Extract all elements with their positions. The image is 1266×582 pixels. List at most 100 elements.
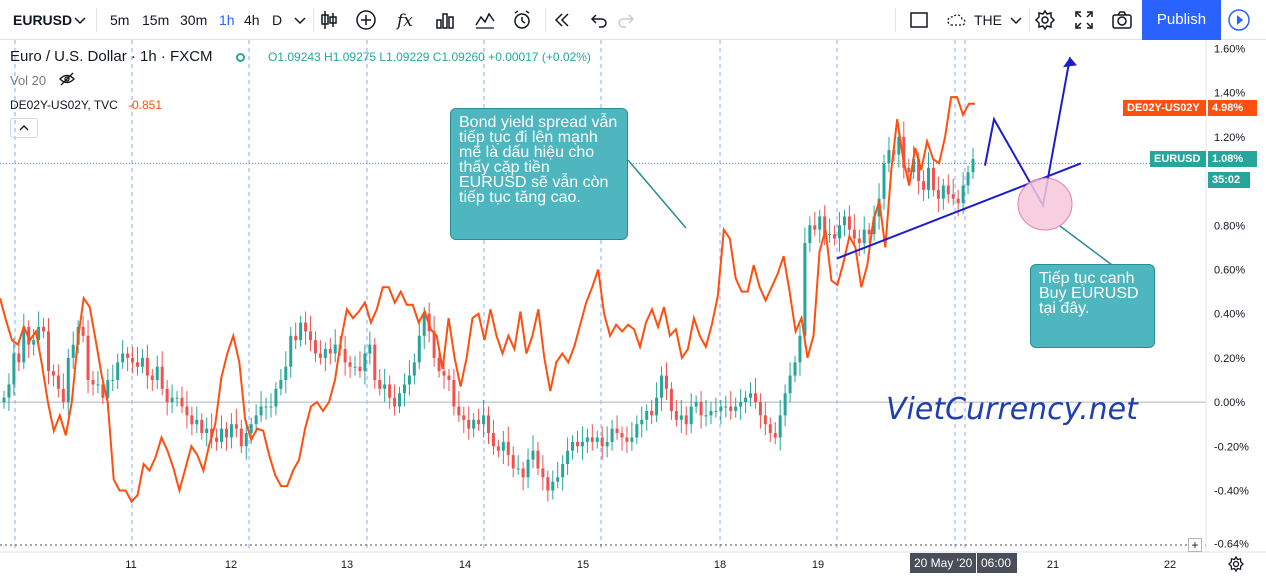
candle-body — [956, 198, 960, 204]
annotation-bond-spread[interactable]: Bond yield spread vẫn tiếp tục đi lên mạ… — [450, 108, 628, 240]
svg-text:fx: fx — [395, 11, 413, 31]
candle-body — [961, 185, 965, 204]
candle-body — [838, 225, 842, 239]
interval-30m[interactable]: 30m — [180, 12, 208, 28]
eye-off-icon[interactable] — [58, 72, 76, 86]
cloud-icon[interactable] — [944, 8, 968, 32]
fx-icon[interactable]: fx — [394, 8, 418, 32]
volume-label[interactable]: Vol 20 — [10, 73, 47, 88]
interval-5m[interactable]: 5m — [110, 12, 130, 28]
candle-body — [447, 375, 451, 380]
candle-body — [872, 216, 876, 235]
candle-body — [487, 415, 490, 434]
projection-path[interactable] — [984, 57, 1071, 209]
candle-body — [546, 477, 550, 491]
redo-icon[interactable] — [614, 8, 638, 32]
compare-symbol-label[interactable]: DE02Y-US02Y, TVC — [10, 98, 118, 112]
time-tick-label: 21 — [1047, 559, 1059, 571]
alert-icon[interactable] — [510, 8, 534, 32]
buy-zone-circle[interactable] — [1017, 177, 1073, 231]
candle-body — [477, 419, 481, 425]
candle-body — [640, 419, 644, 425]
chevron-down-icon[interactable] — [1004, 8, 1028, 32]
chart-bars-icon[interactable] — [433, 8, 457, 32]
bar-style-icon[interactable] — [317, 8, 341, 32]
candle-body — [852, 229, 856, 239]
price-tick-label: 1.20% — [1214, 132, 1245, 144]
candle-body — [862, 229, 866, 243]
candle-body — [289, 335, 293, 367]
layout-icon[interactable] — [907, 8, 931, 32]
interval-1h[interactable]: 1h — [219, 12, 235, 28]
candle-body — [501, 441, 505, 451]
time-axis[interactable]: 11 12 13 14 15 18 19 21 22 — [0, 551, 1266, 582]
chevron-down-icon[interactable] — [68, 8, 92, 32]
add-indicator-icon[interactable] — [354, 8, 378, 32]
candle-body — [185, 406, 189, 416]
candle-body — [348, 362, 352, 367]
indicators-icon[interactable] — [473, 8, 497, 32]
candle-body — [126, 353, 130, 358]
camera-icon[interactable] — [1110, 8, 1134, 32]
candle-body — [496, 446, 500, 451]
candle-body — [660, 375, 664, 398]
gear-icon[interactable] — [1033, 8, 1057, 32]
candle-body — [353, 366, 357, 368]
chevron-down-icon[interactable] — [288, 8, 312, 32]
candle-body — [91, 380, 95, 385]
add-price-line-button[interactable]: + — [1188, 538, 1202, 552]
collapse-legend-button[interactable] — [10, 118, 38, 138]
chart-settings-gear-icon[interactable] — [1227, 555, 1245, 573]
candle-body — [249, 424, 253, 434]
undo-icon[interactable] — [587, 8, 611, 32]
candle-body — [655, 397, 659, 416]
price-tick-label: 0.80% — [1214, 220, 1245, 232]
price-tick-label: 0.60% — [1214, 264, 1245, 276]
symbol-title[interactable]: Euro / U.S. Dollar · 1h · FXCM — [10, 48, 213, 65]
bar-countdown: 35:02 — [1208, 172, 1250, 188]
candle-body — [946, 185, 950, 195]
symbol-search-button[interactable]: EURUSD — [13, 12, 73, 28]
annotation-buy-zone[interactable]: Tiếp tục canh Buy EURUSD tại đây. — [1030, 264, 1155, 348]
candle-body — [664, 375, 668, 389]
candle-body — [526, 459, 530, 478]
interval-d[interactable]: D — [272, 12, 283, 28]
play-icon[interactable] — [1227, 8, 1251, 32]
candle-body — [877, 198, 881, 217]
candle-body — [165, 388, 169, 403]
replay-icon[interactable] — [550, 8, 574, 32]
crosshair-time: 06:00 — [977, 553, 1017, 573]
candle-body — [566, 450, 570, 464]
candle-body — [724, 406, 728, 408]
candle-body — [294, 335, 298, 341]
price-tick-label: 0.00% — [1214, 397, 1245, 409]
candle-body — [833, 234, 837, 239]
candle-body — [457, 406, 461, 416]
interval-15m[interactable]: 15m — [142, 12, 170, 28]
candle-body — [373, 344, 377, 380]
candle-body — [669, 388, 673, 411]
candle-body — [32, 340, 36, 345]
candle-body — [941, 185, 945, 199]
price-axis[interactable]: 1.60%1.40%1.20%1.00%0.80%0.60%0.40%0.20%… — [1205, 40, 1266, 552]
publish-button[interactable]: Publish — [1142, 0, 1221, 40]
candle-body — [694, 402, 698, 407]
interval-4h[interactable]: 4h — [244, 12, 260, 28]
candle-body — [744, 397, 748, 403]
candle-body — [556, 477, 560, 482]
fullscreen-icon[interactable] — [1072, 8, 1096, 32]
candle-body — [71, 344, 75, 358]
candle-body — [363, 353, 367, 372]
candle-body — [674, 410, 678, 420]
eurusd-tag-label: EURUSD — [1150, 151, 1206, 167]
toolbar-separator — [895, 8, 896, 32]
candle-body — [333, 344, 337, 354]
candle-body — [368, 344, 372, 354]
candle-body — [383, 384, 387, 389]
theme-dropdown[interactable]: THE — [974, 12, 1002, 28]
candle-body — [378, 380, 382, 389]
candle-body — [482, 415, 486, 425]
candle-body — [229, 424, 233, 438]
candle-body — [220, 428, 224, 442]
candle-body — [605, 441, 609, 447]
